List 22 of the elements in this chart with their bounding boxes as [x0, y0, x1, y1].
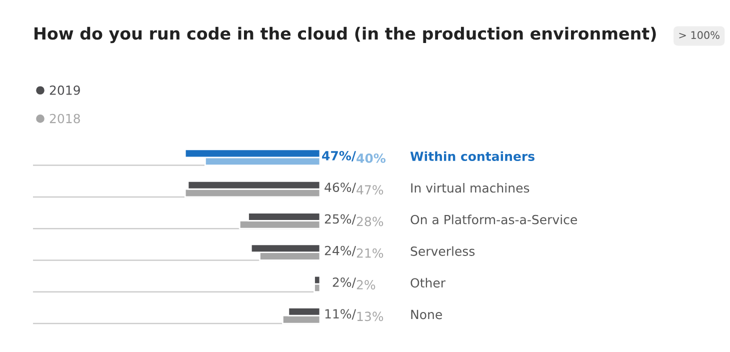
data-label: 21% [356, 248, 384, 258]
chart-title: How do you run code in the cloud (in the production environment) [34, 26, 656, 44]
legend-label: 2019 [50, 85, 80, 95]
data-label: 46%/ [324, 182, 356, 194]
data-label: 24%/ [324, 246, 356, 256]
text: > 100% [679, 31, 720, 40]
y-tick-label: Within containers [410, 151, 534, 162]
data-label: 25%/ [324, 214, 356, 225]
data-label: 28% [356, 216, 384, 226]
y-tick-label: Other [410, 278, 446, 288]
data-label: 40% [356, 153, 386, 163]
y-tick-label: Serverless [410, 246, 475, 256]
legend-label: 2018 [50, 114, 80, 124]
data-label: 11%/ [325, 309, 356, 320]
data-label: 47% [356, 185, 384, 195]
data-label: 2%/ [332, 278, 356, 288]
y-tick-label: On a Platform-as-a-Service [410, 214, 577, 224]
data-label: 13% [357, 312, 384, 322]
y-tick-label: None [411, 310, 442, 320]
data-label: 47%/ [322, 150, 356, 162]
y-tick-label: In virtual machines [411, 182, 530, 193]
data-label: 2% [356, 280, 376, 290]
